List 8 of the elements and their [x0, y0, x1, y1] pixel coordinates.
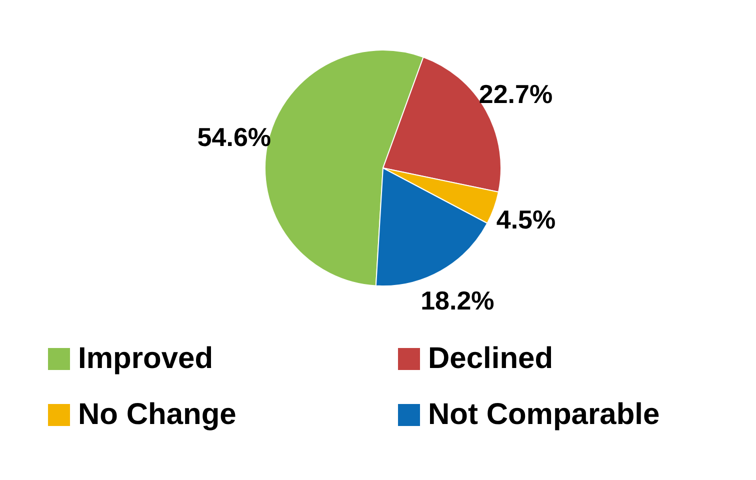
legend-label: Not Comparable: [428, 398, 660, 432]
data-label: 54.6%: [197, 122, 272, 152]
data-label: 18.2%: [420, 286, 494, 316]
data-label: 4.5%: [496, 204, 556, 235]
data-label: 22.7%: [478, 78, 553, 109]
legend-label: Declined: [428, 342, 554, 376]
legend-label: No Change: [78, 398, 236, 432]
legend-label: Improved: [78, 342, 214, 376]
